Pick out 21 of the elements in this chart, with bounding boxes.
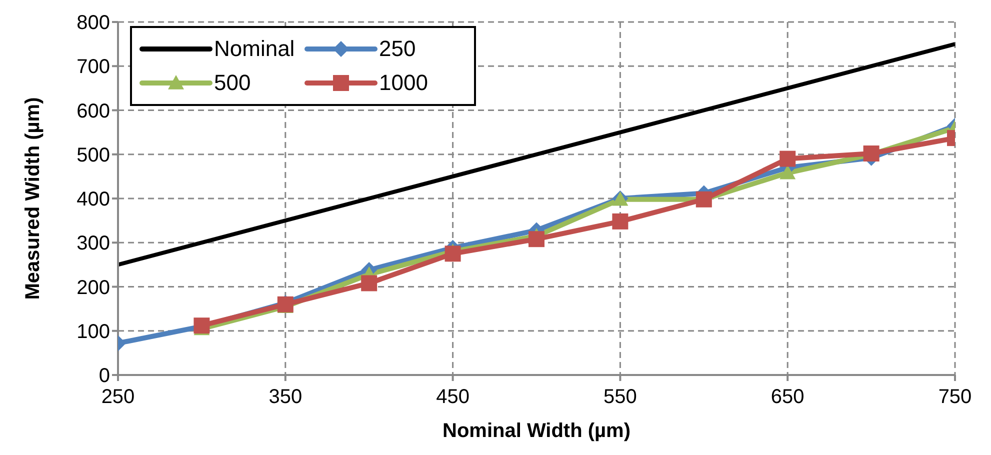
- x-tick-label: 650: [770, 386, 804, 408]
- y-tick-label: 600: [76, 100, 110, 122]
- legend-label: Nominal: [214, 36, 295, 62]
- y-tick-label: 200: [76, 276, 110, 299]
- y-tick-label: 0: [98, 365, 110, 388]
- y-tick-label: 800: [76, 12, 110, 34]
- x-tick-label: 250: [101, 386, 135, 408]
- legend-label: 1000: [379, 70, 428, 96]
- y-tick-label: 700: [76, 56, 110, 78]
- y-tick-label: 500: [76, 144, 110, 166]
- y-tick-label: 300: [76, 232, 110, 255]
- x-tick-label: 750: [938, 386, 972, 408]
- y-axis-title: Measured Width (µm): [22, 97, 44, 300]
- legend-label: 250: [379, 36, 416, 62]
- x-axis-title: Nominal Width (µm): [442, 420, 630, 442]
- x-tick-label: 450: [436, 386, 470, 408]
- x-tick-label: 550: [604, 386, 637, 408]
- y-tick-label: 100: [76, 320, 110, 343]
- legend-label: 500: [214, 70, 251, 96]
- y-tick-label: 400: [76, 188, 110, 211]
- x-tick-label: 350: [268, 386, 302, 408]
